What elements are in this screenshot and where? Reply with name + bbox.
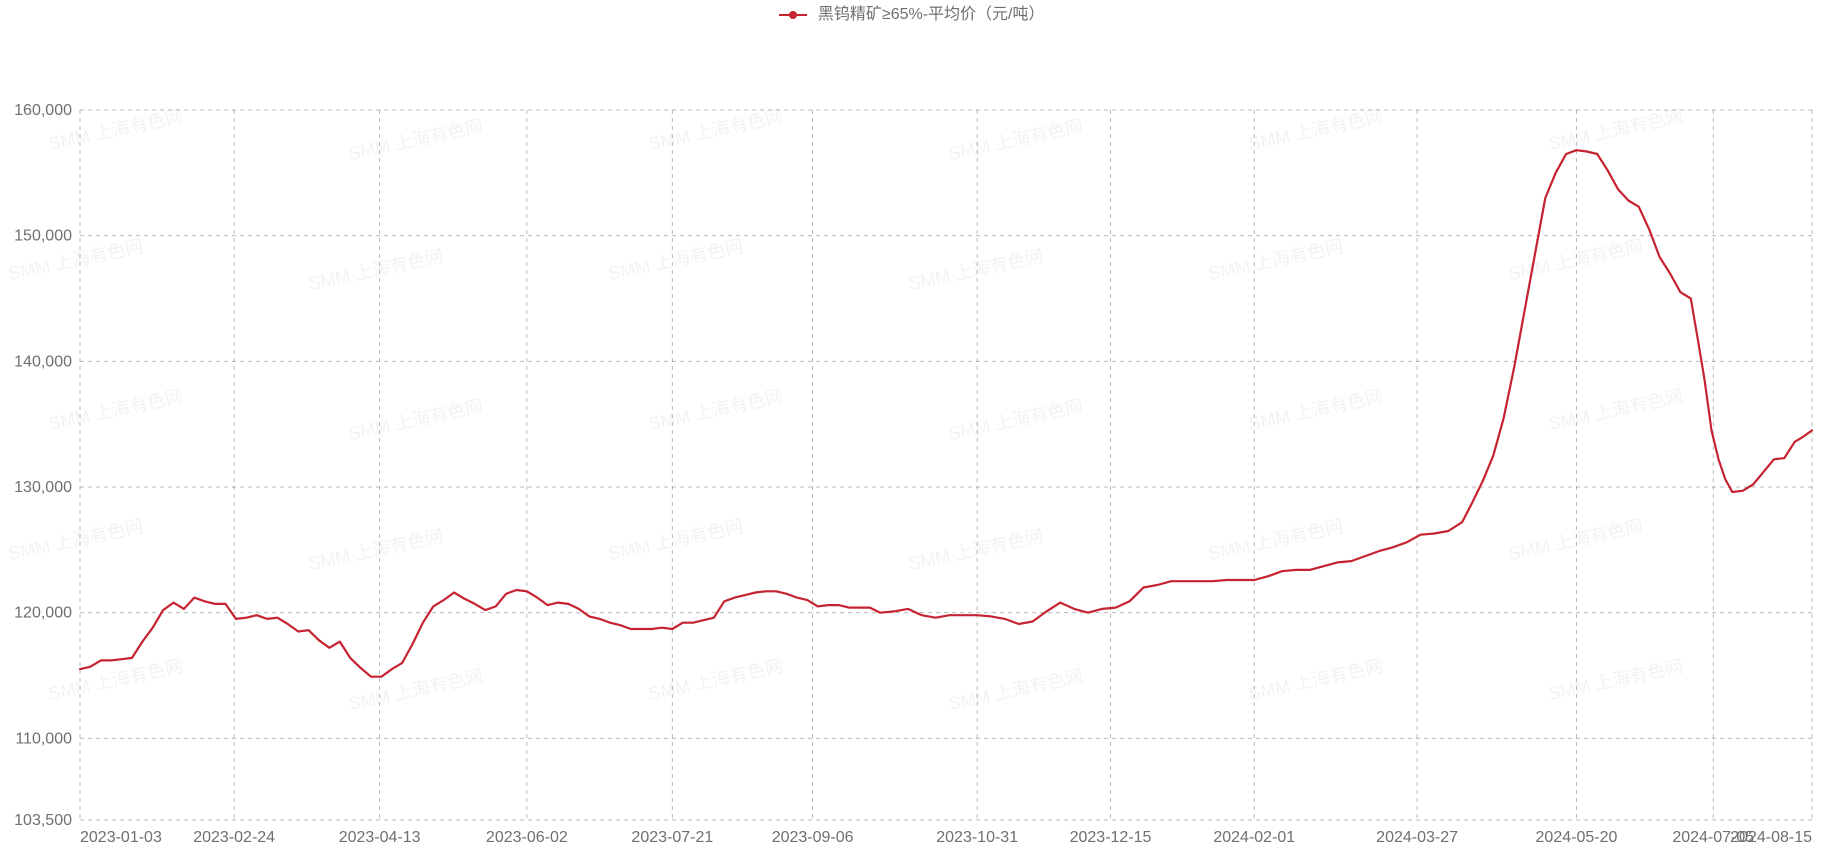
svg-text:2024-05-20: 2024-05-20 [1536,829,1618,846]
svg-text:SMM 上海有色网: SMM 上海有色网 [1207,516,1345,564]
svg-text:2023-01-03: 2023-01-03 [80,829,162,846]
svg-text:2023-02-24: 2023-02-24 [193,829,275,846]
svg-text:2023-04-13: 2023-04-13 [339,829,421,846]
svg-text:SMM 上海有色网: SMM 上海有色网 [947,396,1085,444]
svg-text:SMM 上海有色网: SMM 上海有色网 [647,106,785,154]
svg-text:SMM 上海有色网: SMM 上海有色网 [1547,106,1685,154]
svg-text:160,000: 160,000 [14,102,72,119]
svg-text:2023-07-21: 2023-07-21 [631,829,713,846]
svg-text:2024-08-15: 2024-08-15 [1730,829,1812,846]
svg-text:2024-03-27: 2024-03-27 [1376,829,1458,846]
svg-text:130,000: 130,000 [14,479,72,496]
svg-text:150,000: 150,000 [14,228,72,245]
svg-text:SMM 上海有色网: SMM 上海有色网 [347,116,485,164]
svg-text:120,000: 120,000 [14,605,72,622]
svg-text:SMM 上海有色网: SMM 上海有色网 [47,656,185,704]
svg-text:SMM 上海有色网: SMM 上海有色网 [347,396,485,444]
svg-text:SMM 上海有色网: SMM 上海有色网 [947,116,1085,164]
svg-text:SMM 上海有色网: SMM 上海有色网 [1507,236,1645,284]
svg-text:2024-02-01: 2024-02-01 [1213,829,1295,846]
svg-text:SMM 上海有色网: SMM 上海有色网 [1547,386,1685,434]
price-chart: 黑钨精矿≥65%-平均价（元/吨） SMM 上海有色网SMM 上海有色网SMM … [0,0,1824,866]
svg-text:SMM 上海有色网: SMM 上海有色网 [607,236,745,284]
svg-text:SMM 上海有色网: SMM 上海有色网 [907,246,1045,294]
svg-text:SMM 上海有色网: SMM 上海有色网 [1247,386,1385,434]
svg-text:2023-06-02: 2023-06-02 [486,829,568,846]
svg-text:SMM 上海有色网: SMM 上海有色网 [647,386,785,434]
svg-text:2023-09-06: 2023-09-06 [772,829,854,846]
svg-text:110,000: 110,000 [15,730,72,747]
svg-text:2023-10-31: 2023-10-31 [936,829,1018,846]
svg-text:103,500: 103,500 [14,812,72,829]
svg-text:SMM 上海有色网: SMM 上海有色网 [307,246,445,294]
svg-text:SMM 上海有色网: SMM 上海有色网 [947,666,1085,714]
svg-text:SMM 上海有色网: SMM 上海有色网 [47,386,185,434]
svg-text:2023-12-15: 2023-12-15 [1070,829,1152,846]
svg-text:SMM 上海有色网: SMM 上海有色网 [1247,656,1385,704]
svg-text:SMM 上海有色网: SMM 上海有色网 [1247,106,1385,154]
svg-text:SMM 上海有色网: SMM 上海有色网 [1207,236,1345,284]
svg-text:SMM 上海有色网: SMM 上海有色网 [7,516,145,564]
svg-text:SMM 上海有色网: SMM 上海有色网 [907,526,1045,574]
svg-text:SMM 上海有色网: SMM 上海有色网 [1507,516,1645,564]
svg-text:SMM 上海有色网: SMM 上海有色网 [647,656,785,704]
svg-text:140,000: 140,000 [14,353,72,370]
chart-canvas: SMM 上海有色网 SMM 上海有色网 SMM 上海有色网 SMM 上海有色网 SMM … [0,0,1824,866]
svg-text:SMM 上海有色网: SMM 上海有色网 [307,526,445,574]
svg-text:SMM 上海有色网: SMM 上海有色网 [607,516,745,564]
svg-text:SMM 上海有色网: SMM 上海有色网 [1547,656,1685,704]
